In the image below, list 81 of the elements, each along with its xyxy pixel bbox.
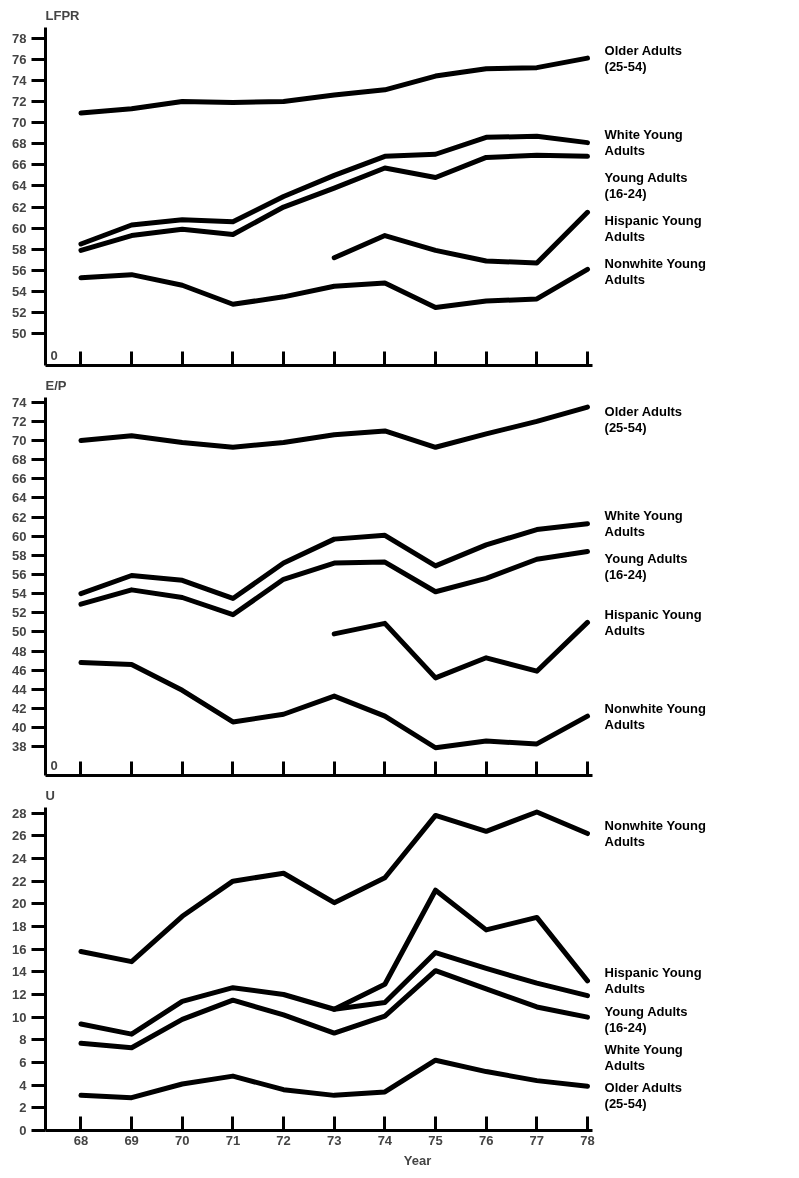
y-tick-label: 56 — [12, 262, 27, 278]
y-tick-label: 42 — [12, 701, 27, 717]
x-tick-label: 68 — [73, 1132, 89, 1148]
y-tick-label: 50 — [12, 326, 27, 342]
y-tick-label: 68 — [12, 136, 27, 152]
y-tick-label: 28 — [12, 805, 27, 821]
y-tick-label: 40 — [12, 720, 27, 736]
x-tick-label: 78 — [580, 1132, 595, 1148]
y-tick-label: 44 — [12, 681, 28, 697]
y-tick-label: 10 — [12, 1009, 27, 1025]
x-tick-label: 71 — [225, 1132, 241, 1148]
y-tick-label: 20 — [12, 896, 27, 912]
y-axis-title: LFPR — [45, 7, 81, 23]
y-tick-label: 48 — [12, 643, 27, 659]
y-tick-label: 52 — [12, 305, 27, 321]
y-tick-label: 68 — [12, 452, 27, 468]
y-tick-label: 72 — [12, 413, 27, 429]
series-label: Older Adults (25-54) — [604, 42, 683, 74]
series-label: Hispanic Young Adults — [604, 965, 702, 997]
y-tick-label: 8 — [19, 1032, 27, 1048]
y-tick-label: 54 — [12, 586, 28, 602]
y-tick-label: 60 — [12, 528, 27, 544]
y-tick-label: 78 — [12, 30, 27, 46]
y-tick-label: 66 — [12, 471, 27, 487]
y-tick-label: 62 — [12, 509, 27, 525]
y-tick-label: 0 — [19, 1123, 27, 1138]
y-tick-label: 70 — [12, 115, 27, 131]
y-tick-label: 72 — [12, 93, 27, 109]
series-label: Young Adults (16-24) — [604, 550, 688, 582]
y-tick-label: 6 — [19, 1055, 27, 1070]
y-tick-label: 50 — [12, 624, 27, 640]
series-label: Older Adults (25-54) — [604, 1080, 683, 1112]
series-label: White Young Adults — [604, 127, 683, 159]
x-tick-label: 74 — [377, 1132, 393, 1148]
annotation: 0 — [50, 348, 58, 363]
x-tick-label: 70 — [175, 1132, 190, 1148]
y-tick-label: 74 — [12, 394, 28, 410]
y-tick-label: 2 — [19, 1100, 27, 1116]
y-tick-label: 46 — [12, 662, 27, 678]
series-label: Older Adults (25-54) — [604, 404, 683, 436]
y-axis-title: U — [45, 787, 55, 803]
y-tick-label: 58 — [12, 241, 27, 257]
x-tick-label: 72 — [276, 1132, 291, 1148]
y-tick-label: 12 — [12, 987, 27, 1002]
y-tick-label: 70 — [12, 433, 27, 449]
series-label: Nonwhite Young Adults — [604, 700, 706, 732]
y-tick-label: 38 — [12, 739, 27, 755]
y-tick-label: 18 — [12, 919, 27, 934]
y-tick-label: 26 — [12, 828, 27, 844]
annotation: 0 — [50, 758, 58, 773]
y-tick-label: 52 — [12, 605, 27, 621]
x-tick-label: 77 — [529, 1132, 545, 1148]
text: White Young Adults — [604, 1042, 683, 1074]
y-tick-label: 64 — [12, 178, 28, 194]
series-label: White Young Adults — [604, 508, 683, 540]
y-tick-label: 24 — [12, 851, 28, 866]
y-tick-label: 60 — [12, 220, 27, 236]
x-axis-title: Year — [403, 1152, 432, 1168]
series-label: Young Adults (16-24) — [604, 1003, 688, 1035]
y-tick-label: 62 — [12, 199, 27, 215]
y-tick-label: 58 — [12, 547, 27, 563]
series-label: Young Adults (16-24) — [604, 169, 688, 201]
y-tick-label: 22 — [12, 873, 27, 889]
series-label: Hispanic Young Adults — [604, 212, 702, 244]
y-tick-label: 76 — [12, 51, 27, 67]
series-label: Nonwhite Young Adults — [604, 818, 706, 850]
y-tick-label: 56 — [12, 567, 27, 583]
series-label: Nonwhite Young Adults — [604, 255, 706, 287]
x-tick-label: 69 — [124, 1132, 139, 1148]
y-tick-label: 74 — [12, 72, 28, 88]
x-tick-label: 76 — [478, 1132, 494, 1148]
y-axis-title: E/P — [45, 377, 67, 393]
series-label: Hispanic Young Adults — [604, 606, 702, 638]
y-tick-label: 4 — [19, 1077, 28, 1093]
y-tick-label: 16 — [12, 941, 27, 957]
y-tick-label: 64 — [12, 490, 28, 506]
y-tick-label: 66 — [12, 157, 27, 173]
y-tick-label: 54 — [12, 284, 28, 300]
x-tick-label: 75 — [428, 1132, 443, 1148]
y-tick-label: 14 — [12, 964, 28, 980]
x-tick-label: 73 — [327, 1132, 342, 1148]
